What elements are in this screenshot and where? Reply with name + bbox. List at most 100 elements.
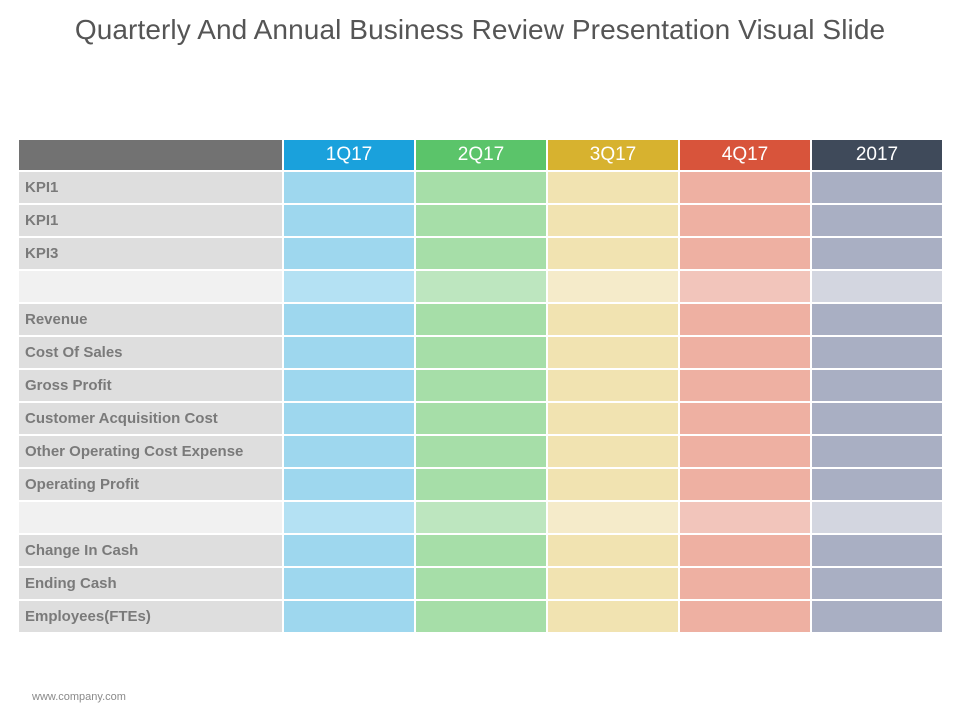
value-cell-1q17 xyxy=(282,500,416,535)
row-label: Employees(FTEs) xyxy=(17,599,284,634)
value-cell-1q17 xyxy=(282,533,416,568)
value-cell-3q17 xyxy=(546,533,680,568)
table-row: KPI3 xyxy=(17,236,944,271)
value-cell-4q17 xyxy=(678,302,812,337)
value-cell-2q17 xyxy=(414,236,548,271)
value-cell-2017 xyxy=(810,269,944,304)
value-cell-1q17 xyxy=(282,599,416,634)
review-table: 1Q17 2Q17 3Q17 4Q17 2017 KPI1 KPI1 KPI3 Revenue… xyxy=(17,138,944,634)
slide-title: Quarterly And Annual Business Review Pre… xyxy=(74,14,886,45)
value-cell-4q17 xyxy=(678,533,812,568)
value-cell-2017 xyxy=(810,170,944,205)
value-cell-4q17 xyxy=(678,566,812,601)
table-body: KPI1 KPI1 KPI3 Revenue Cost Of Sales Gross Pr… xyxy=(17,170,944,634)
table-row: Revenue xyxy=(17,302,944,337)
table-row: Other Operating Cost Expense xyxy=(17,434,944,469)
value-cell-2017 xyxy=(810,467,944,502)
row-label: Customer Acquisition Cost xyxy=(17,401,284,436)
row-label: Cost Of Sales xyxy=(17,335,284,370)
column-header-2017: 2017 xyxy=(810,138,944,172)
value-cell-2q17 xyxy=(414,566,548,601)
value-cell-4q17 xyxy=(678,236,812,271)
value-cell-1q17 xyxy=(282,236,416,271)
row-label xyxy=(17,500,284,535)
footer-website: www.company.com xyxy=(32,691,126,703)
value-cell-4q17 xyxy=(678,599,812,634)
row-label: Ending Cash xyxy=(17,566,284,601)
value-cell-3q17 xyxy=(546,170,680,205)
value-cell-2017 xyxy=(810,368,944,403)
column-header-3q17: 3Q17 xyxy=(546,138,680,172)
row-label xyxy=(17,269,284,304)
row-label: KPI1 xyxy=(17,203,284,238)
row-label: KPI3 xyxy=(17,236,284,271)
value-cell-2q17 xyxy=(414,434,548,469)
value-cell-1q17 xyxy=(282,401,416,436)
value-cell-3q17 xyxy=(546,368,680,403)
value-cell-2017 xyxy=(810,500,944,535)
value-cell-2q17 xyxy=(414,401,548,436)
value-cell-4q17 xyxy=(678,170,812,205)
column-header-2q17: 2Q17 xyxy=(414,138,548,172)
table-spacer-row xyxy=(17,269,944,304)
value-cell-4q17 xyxy=(678,269,812,304)
value-cell-4q17 xyxy=(678,467,812,502)
value-cell-2q17 xyxy=(414,170,548,205)
row-label: Change In Cash xyxy=(17,533,284,568)
value-cell-3q17 xyxy=(546,434,680,469)
value-cell-2017 xyxy=(810,236,944,271)
value-cell-2q17 xyxy=(414,500,548,535)
value-cell-1q17 xyxy=(282,335,416,370)
table-spacer-row xyxy=(17,500,944,535)
value-cell-4q17 xyxy=(678,500,812,535)
value-cell-1q17 xyxy=(282,368,416,403)
value-cell-2q17 xyxy=(414,599,548,634)
value-cell-2017 xyxy=(810,599,944,634)
value-cell-1q17 xyxy=(282,203,416,238)
table-header-row: 1Q17 2Q17 3Q17 4Q17 2017 xyxy=(17,138,944,172)
value-cell-3q17 xyxy=(546,203,680,238)
value-cell-2q17 xyxy=(414,533,548,568)
value-cell-2017 xyxy=(810,533,944,568)
header-corner-cell xyxy=(17,138,284,172)
value-cell-3q17 xyxy=(546,500,680,535)
value-cell-2q17 xyxy=(414,335,548,370)
value-cell-2q17 xyxy=(414,368,548,403)
table-row: KPI1 xyxy=(17,203,944,238)
column-header-4q17: 4Q17 xyxy=(678,138,812,172)
row-label: Other Operating Cost Expense xyxy=(17,434,284,469)
value-cell-1q17 xyxy=(282,434,416,469)
table-row: Operating Profit xyxy=(17,467,944,502)
table-row: Cost Of Sales xyxy=(17,335,944,370)
row-label: Revenue xyxy=(17,302,284,337)
value-cell-2q17 xyxy=(414,302,548,337)
value-cell-4q17 xyxy=(678,335,812,370)
value-cell-3q17 xyxy=(546,335,680,370)
value-cell-1q17 xyxy=(282,566,416,601)
table-row: Gross Profit xyxy=(17,368,944,403)
value-cell-1q17 xyxy=(282,467,416,502)
value-cell-4q17 xyxy=(678,434,812,469)
value-cell-3q17 xyxy=(546,467,680,502)
table-row: KPI1 xyxy=(17,170,944,205)
value-cell-2017 xyxy=(810,302,944,337)
table-row: Ending Cash xyxy=(17,566,944,601)
row-label: KPI1 xyxy=(17,170,284,205)
value-cell-2017 xyxy=(810,434,944,469)
value-cell-4q17 xyxy=(678,203,812,238)
value-cell-2017 xyxy=(810,566,944,601)
value-cell-4q17 xyxy=(678,401,812,436)
value-cell-2q17 xyxy=(414,467,548,502)
value-cell-2017 xyxy=(810,401,944,436)
table-row: Change In Cash xyxy=(17,533,944,568)
value-cell-2q17 xyxy=(414,269,548,304)
column-header-1q17: 1Q17 xyxy=(282,138,416,172)
value-cell-3q17 xyxy=(546,599,680,634)
value-cell-1q17 xyxy=(282,170,416,205)
value-cell-2017 xyxy=(810,203,944,238)
value-cell-1q17 xyxy=(282,269,416,304)
value-cell-3q17 xyxy=(546,566,680,601)
table-row: Customer Acquisition Cost xyxy=(17,401,944,436)
value-cell-3q17 xyxy=(546,236,680,271)
value-cell-3q17 xyxy=(546,302,680,337)
